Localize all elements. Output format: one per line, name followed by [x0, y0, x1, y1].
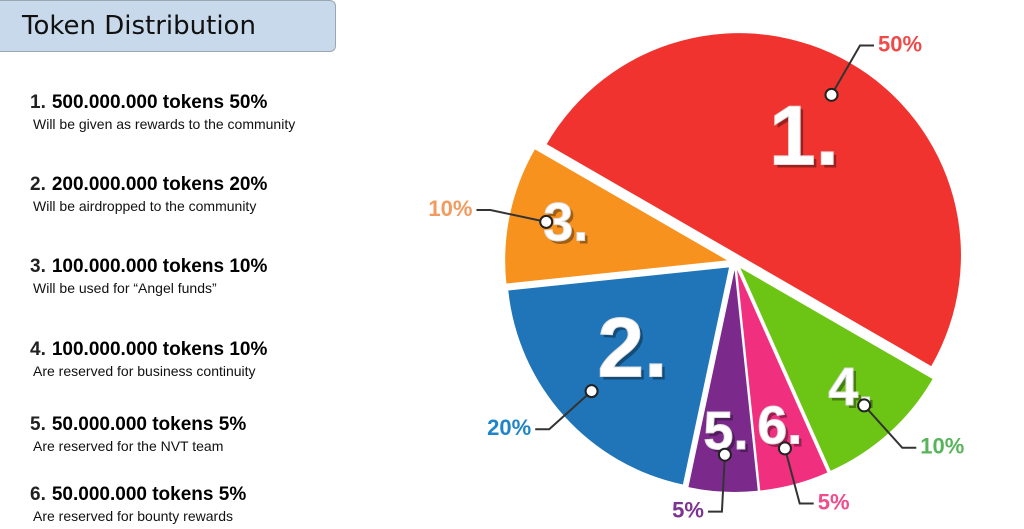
callout-line — [783, 448, 814, 505]
slice-number: 5. — [703, 401, 748, 461]
item-heading: 100.000.000 tokens 10% — [51, 256, 268, 277]
callout-dot — [777, 441, 792, 456]
item-heading-row: 3. 100.000.000 tokens 10% — [30, 256, 267, 278]
pie-slice — [505, 149, 728, 284]
item-heading: 200.000.000 tokens 20% — [51, 174, 268, 195]
item-number: 6. — [30, 484, 46, 505]
pie-slice — [740, 267, 933, 471]
slice-number-shadow: 3. — [546, 195, 591, 255]
slice-number: 2. — [597, 301, 667, 395]
callout-dot — [717, 447, 732, 462]
item-number: 3. — [30, 256, 46, 277]
item-number: 1. — [30, 92, 46, 113]
item-heading: 500.000.000 tokens 50% — [51, 92, 268, 113]
item: 2. 200.000.000 tokens 20% Will be airdropp… — [30, 174, 267, 214]
value-label: 10% — [920, 434, 964, 459]
callout-line — [863, 404, 917, 449]
value-label: 5% — [818, 489, 850, 514]
slice-number-shadow: 1. — [772, 92, 842, 186]
item-description: Are reserved for the NVT team — [33, 438, 224, 454]
item: 6. 50.000.000 tokens 5% Are reserved for b… — [30, 484, 246, 524]
item: 1. 500.000.000 tokens 50% Will be given as… — [30, 92, 295, 132]
callout-dot — [584, 384, 599, 399]
callout-line — [476, 209, 547, 223]
item-description: Are reserved for bounty rewards — [33, 508, 233, 524]
pie-slice — [546, 33, 961, 367]
item-number: 5. — [30, 414, 46, 435]
item-heading: 50.000.000 tokens 5% — [51, 414, 247, 435]
value-label: 5% — [672, 497, 704, 522]
pie-slice — [737, 269, 828, 491]
callout-line — [707, 454, 726, 513]
value-label: 50% — [878, 31, 922, 56]
item-heading-row: 5. 50.000.000 tokens 5% — [30, 414, 246, 436]
item-heading-row: 2. 200.000.000 tokens 20% — [30, 174, 267, 196]
value-label: 20% — [487, 415, 531, 440]
item-description: Will be given as rewards to the communit… — [33, 116, 296, 132]
callout-dot — [857, 398, 872, 413]
title: Token Distribution — [0, 0, 336, 52]
item-description: Will be airdropped to the community — [33, 198, 257, 214]
item-heading-row: 1. 500.000.000 tokens 50% — [30, 92, 295, 114]
callout-line — [830, 44, 874, 96]
item-heading: 50.000.000 tokens 5% — [51, 484, 247, 505]
item: 3. 100.000.000 tokens 10% Will be used for… — [30, 256, 267, 296]
pie-slice — [508, 267, 730, 485]
item-description: Will be used for “Angel funds” — [33, 280, 217, 296]
item: 5. 50.000.000 tokens 5% Are reserved for t… — [30, 414, 246, 454]
item-heading: 100.000.000 tokens 10% — [51, 339, 268, 360]
callout-dot — [539, 214, 554, 229]
slice-number-shadow: 2. — [600, 304, 670, 398]
item-heading-row: 4. 100.000.000 tokens 10% — [30, 339, 267, 361]
item-heading-row: 6. 50.000.000 tokens 5% — [30, 484, 246, 506]
item-number: 4. — [30, 339, 46, 360]
item: 4. 100.000.000 tokens 10% Are reserved for… — [30, 339, 267, 379]
value-label: 10% — [428, 196, 472, 221]
callout-line — [535, 390, 593, 431]
callout-dot — [824, 87, 839, 102]
item-number: 2. — [30, 174, 46, 195]
pie-slice — [688, 269, 758, 492]
slice-number: 1. — [769, 89, 839, 183]
item-description: Are reserved for business continuity — [33, 363, 256, 379]
